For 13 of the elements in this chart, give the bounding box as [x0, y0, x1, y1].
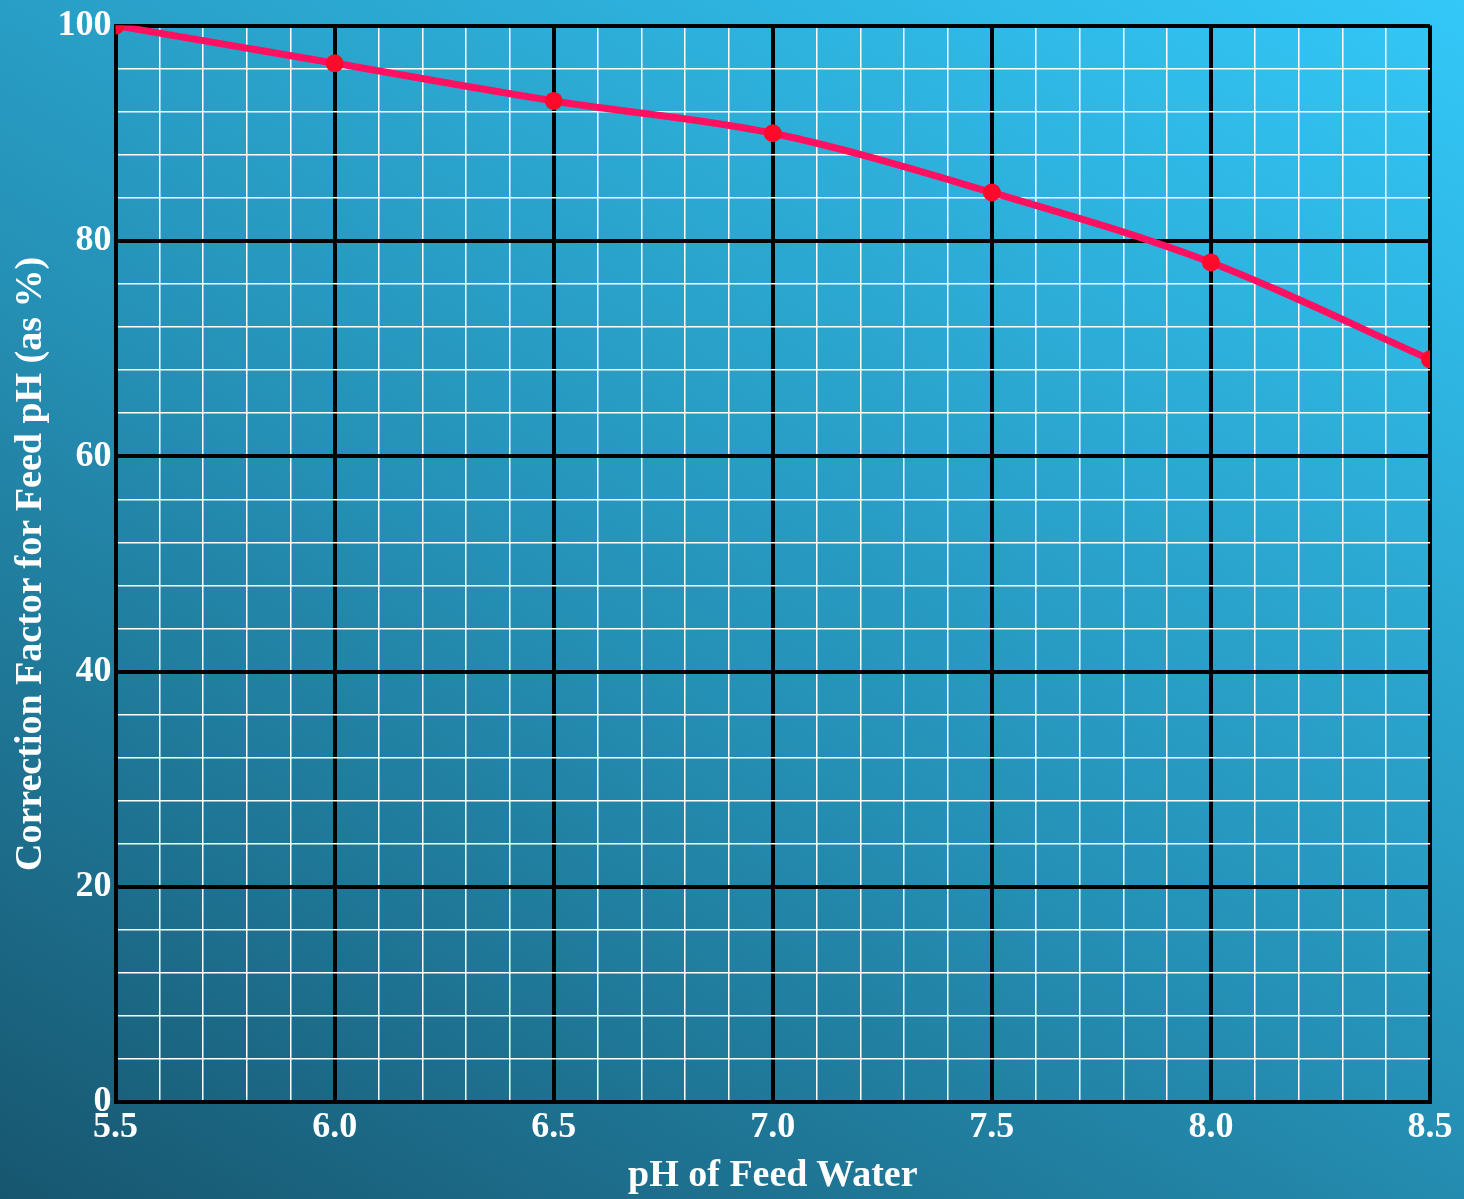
x-tick-label: 6.5 — [531, 1105, 577, 1146]
y-axis-title: Correction Factor for Feed pH (as %) — [6, 256, 50, 871]
y-tick-label: 60 — [75, 433, 112, 474]
y-tick-label: 80 — [75, 218, 112, 259]
x-tick-label: 7.0 — [750, 1105, 796, 1146]
x-axis-title: pH of Feed Water — [628, 1152, 918, 1195]
x-tick-label: 8.0 — [1188, 1105, 1234, 1146]
y-tick-label: 100 — [57, 2, 112, 43]
x-tick-label: 7.5 — [969, 1105, 1015, 1146]
x-tick-label: 8.5 — [1407, 1105, 1453, 1146]
y-tick-label: 20 — [75, 864, 112, 905]
y-tick-label: 40 — [75, 648, 112, 689]
x-tick-label: 6.0 — [312, 1105, 358, 1146]
